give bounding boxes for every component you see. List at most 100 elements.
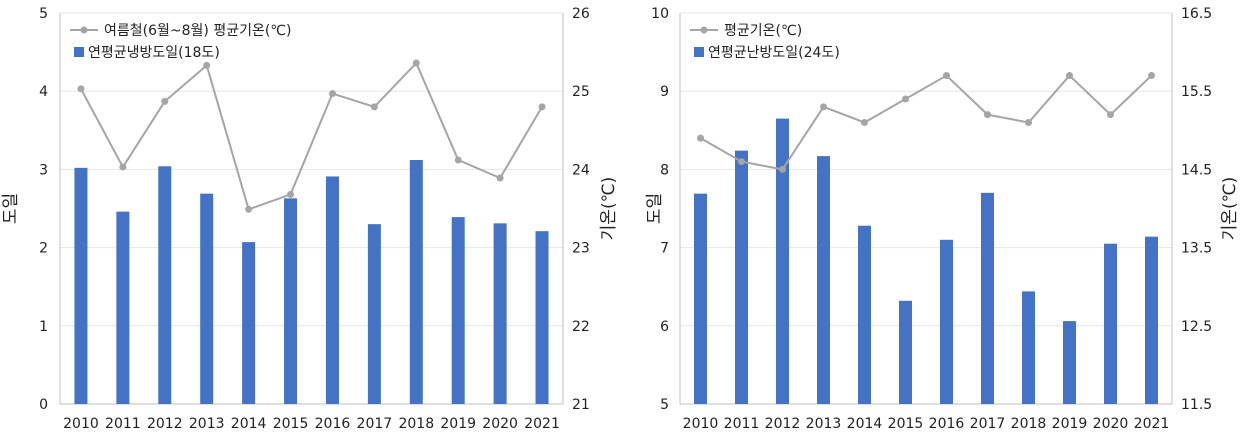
bar [776, 118, 789, 404]
bar [694, 193, 707, 404]
y-left-axis-title: 도일 [645, 193, 665, 224]
y-right-tick-label: 26 [572, 6, 590, 22]
x-tick-label: 2016 [929, 416, 965, 432]
x-tick-label: 2020 [482, 416, 518, 432]
x-tick-label: 2017 [970, 416, 1006, 432]
y-right-tick-label: 22 [572, 319, 590, 335]
x-tick-label: 2021 [1134, 416, 1170, 432]
line-point [902, 95, 909, 103]
line-point [412, 59, 420, 67]
y-right-tick-label: 24 [572, 162, 590, 178]
line-point [861, 118, 868, 126]
line-point [820, 103, 827, 111]
line-point [1025, 118, 1032, 126]
bar [367, 224, 381, 404]
y-left-tick-label: 5 [39, 6, 48, 22]
x-tick-label: 2020 [1093, 416, 1129, 432]
legend-line-marker [80, 26, 88, 34]
x-tick-label: 2014 [231, 416, 267, 432]
y-left-tick-label: 6 [660, 319, 669, 335]
line-point [496, 174, 504, 182]
series-line [80, 61, 543, 211]
x-tick-label: 2015 [273, 416, 309, 432]
y-right-tick-label: 23 [572, 241, 590, 257]
chart-2: 5 11.5 6 12.5 7 13.5 8 14.5 9 15.5 10 16.5 2010 2011 2… [645, 6, 1240, 432]
line-point [245, 205, 253, 213]
line-point [779, 165, 786, 173]
legend-label: 연평균난방도일(24도) [708, 45, 840, 61]
x-tick-label: 2011 [724, 416, 760, 432]
y-left-axis-title: 도일 [1, 193, 21, 224]
y-left-tick-label: 10 [651, 6, 669, 22]
x-tick-label: 2010 [63, 416, 99, 432]
series-line [700, 74, 1153, 171]
x-tick-label: 2014 [847, 416, 883, 432]
y-right-axis-title: 기온(℃) [599, 177, 619, 241]
line-point [984, 111, 991, 119]
bar [409, 160, 423, 404]
bar [1145, 236, 1158, 404]
y-right-tick-label: 16.5 [1181, 6, 1212, 22]
x-tick-label: 2013 [806, 416, 842, 432]
line-point [454, 156, 462, 164]
bar [858, 225, 871, 404]
bar [899, 300, 912, 404]
y-left-tick-label: 0 [39, 397, 48, 413]
bar [158, 166, 172, 404]
bar [493, 223, 507, 404]
legend-label: 연평균냉방도일(18도) [88, 45, 220, 61]
line-point [1066, 72, 1073, 80]
x-tick-label: 2013 [189, 416, 225, 432]
x-tick-label: 2019 [1052, 416, 1088, 432]
legend-line-marker [700, 26, 708, 34]
y-left-tick-label: 3 [39, 162, 48, 178]
y-left-tick-label: 7 [660, 241, 669, 257]
bar [325, 176, 339, 404]
y-right-axis-title: 기온(℃) [1220, 177, 1240, 241]
legend-label: 평균기온(℃) [724, 23, 802, 39]
x-tick-label: 2010 [683, 416, 719, 432]
x-tick-label: 2011 [105, 416, 141, 432]
x-tick-label: 2021 [524, 416, 560, 432]
bar [735, 150, 748, 404]
legend: 평균기온(℃) 연평균난방도일(24도) [690, 23, 840, 61]
x-tick-label: 2012 [765, 416, 801, 432]
line-point [538, 103, 546, 111]
y-left-tick-label: 2 [39, 241, 48, 257]
legend-bar-swatch [694, 47, 704, 57]
y-right-tick-label: 12.5 [1181, 319, 1212, 335]
bar [242, 242, 256, 404]
y-right-tick-label: 21 [572, 397, 590, 413]
bar [200, 193, 214, 404]
bar [1104, 243, 1117, 404]
line-point [203, 61, 211, 69]
x-tick-label: 2018 [398, 416, 434, 432]
x-tick-label: 2015 [888, 416, 924, 432]
legend: 여름철(6월~8월) 평균기온(℃) 연평균냉방도일(18도) [70, 23, 292, 61]
x-tick-label: 2018 [1011, 416, 1047, 432]
x-tick-label: 2019 [440, 416, 476, 432]
line-point [1148, 72, 1155, 80]
y-right-tick-label: 15.5 [1181, 84, 1212, 100]
line-point [1107, 111, 1114, 119]
y-left-tick-label: 1 [39, 319, 48, 335]
bar [1022, 291, 1035, 404]
x-tick-label: 2012 [147, 416, 183, 432]
x-tick-label: 2017 [357, 416, 393, 432]
line-point [119, 163, 127, 171]
line-point [943, 72, 950, 80]
bar [981, 192, 994, 404]
line-point [328, 90, 336, 98]
bar [1063, 321, 1076, 404]
bar [284, 198, 298, 404]
y-right-tick-label: 11.5 [1181, 397, 1212, 413]
line-point [697, 134, 704, 142]
legend-label: 여름철(6월~8월) 평균기온(℃) [104, 23, 292, 39]
bar [817, 156, 830, 404]
y-left-tick-label: 4 [39, 84, 48, 100]
y-right-tick-label: 25 [572, 84, 590, 100]
y-right-tick-label: 14.5 [1181, 162, 1212, 178]
line-point [77, 85, 85, 93]
line-point [370, 103, 378, 111]
